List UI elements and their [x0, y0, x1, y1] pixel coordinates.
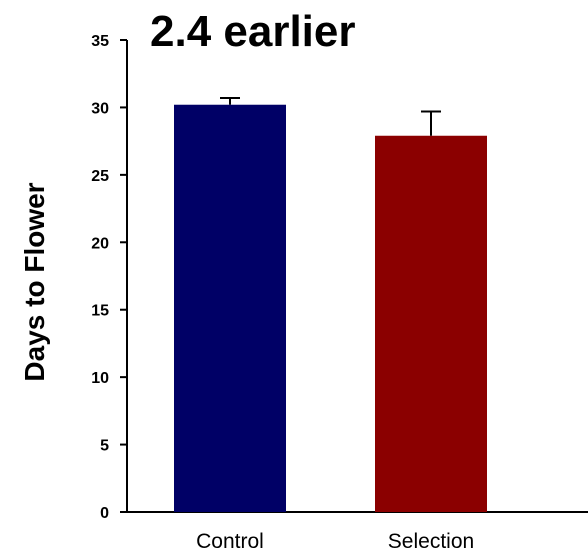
- y-tick-label: 25: [91, 168, 109, 185]
- category-label-selection: Selection: [388, 530, 474, 553]
- y-axis-ticks: 0 5 10 15 20 25 30 35: [91, 33, 127, 522]
- bar-control: [174, 104, 286, 512]
- y-tick-label: 15: [91, 303, 109, 320]
- y-tick-label: 35: [91, 33, 109, 50]
- category-label-control: Control: [196, 530, 264, 553]
- y-tick-label: 30: [91, 100, 109, 117]
- category-labels: Control Selection: [196, 530, 474, 553]
- bars: [174, 96, 487, 512]
- y-tick-label: 0: [100, 505, 109, 522]
- y-axis-label: Days to Flower: [19, 182, 50, 381]
- bar-selection: [375, 135, 487, 512]
- y-tick-label: 20: [91, 235, 109, 252]
- y-tick-label: 5: [100, 438, 109, 455]
- y-tick-label: 10: [91, 370, 109, 387]
- chart-title: 2.4 earlier: [150, 7, 356, 56]
